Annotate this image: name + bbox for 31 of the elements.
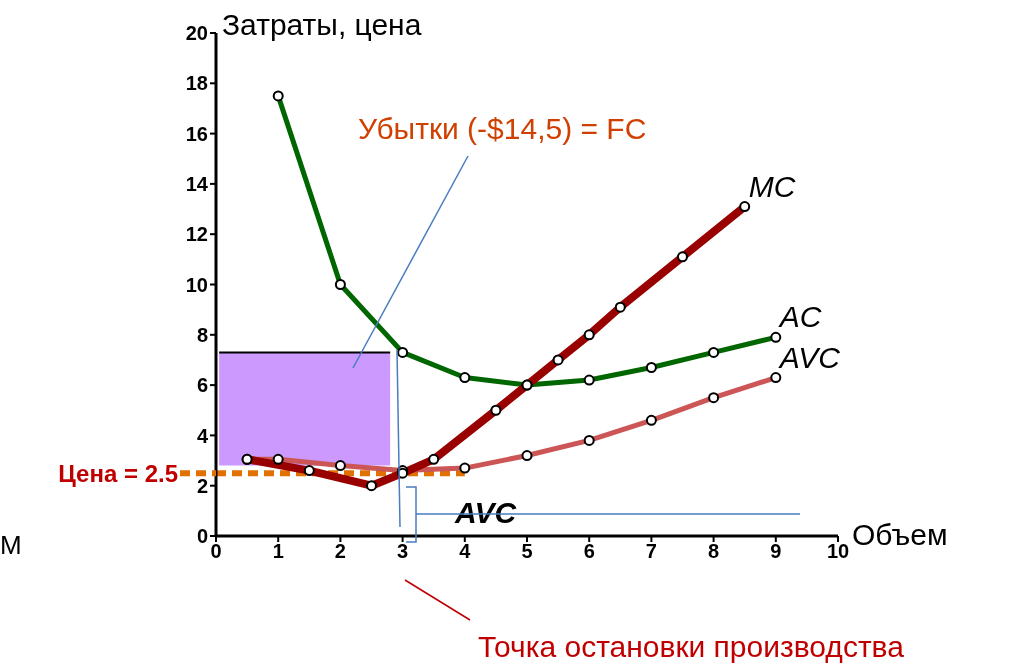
x-tick-label: 2	[334, 540, 346, 563]
y-tick-label: 20	[185, 22, 208, 45]
y-tick-label: 4	[196, 424, 209, 447]
y-tick-label: 10	[185, 273, 208, 296]
y-tick-label: 0	[196, 525, 208, 548]
legend-label: Цена = 2.5	[58, 460, 178, 488]
annotation: Убытки (-$14,5) = FC	[358, 112, 647, 146]
text: М	[0, 530, 22, 561]
text: Точка остановки производства	[478, 630, 904, 664]
x-tick-label: 3	[397, 540, 409, 563]
y-axis-title: Затраты, цена	[222, 8, 422, 42]
y-tick-label: 12	[185, 223, 208, 246]
y-tick-label: 8	[196, 323, 208, 346]
y-tick-label: 18	[185, 72, 208, 95]
y-tick-label: 2	[196, 474, 208, 497]
x-tick-label: 4	[459, 540, 472, 563]
x-tick-label: 1	[272, 540, 284, 563]
series-label: AC	[777, 300, 822, 334]
x-tick-label: 8	[708, 540, 720, 563]
y-tick-label: 14	[185, 173, 209, 195]
x-tick-label: 7	[645, 540, 657, 563]
y-tick-label: 16	[185, 122, 208, 145]
x-tick-label: 5	[521, 540, 533, 563]
series-label: AVC	[777, 340, 841, 374]
x-tick-label: 9	[770, 540, 782, 563]
y-tick-label: 6	[196, 374, 208, 397]
series-label: MC	[748, 169, 796, 203]
x-tick-label: 10	[826, 540, 850, 563]
x-tick-label: 6	[583, 540, 595, 563]
annotation: AVC	[455, 496, 517, 530]
x-axis-title: Объем	[852, 518, 948, 552]
